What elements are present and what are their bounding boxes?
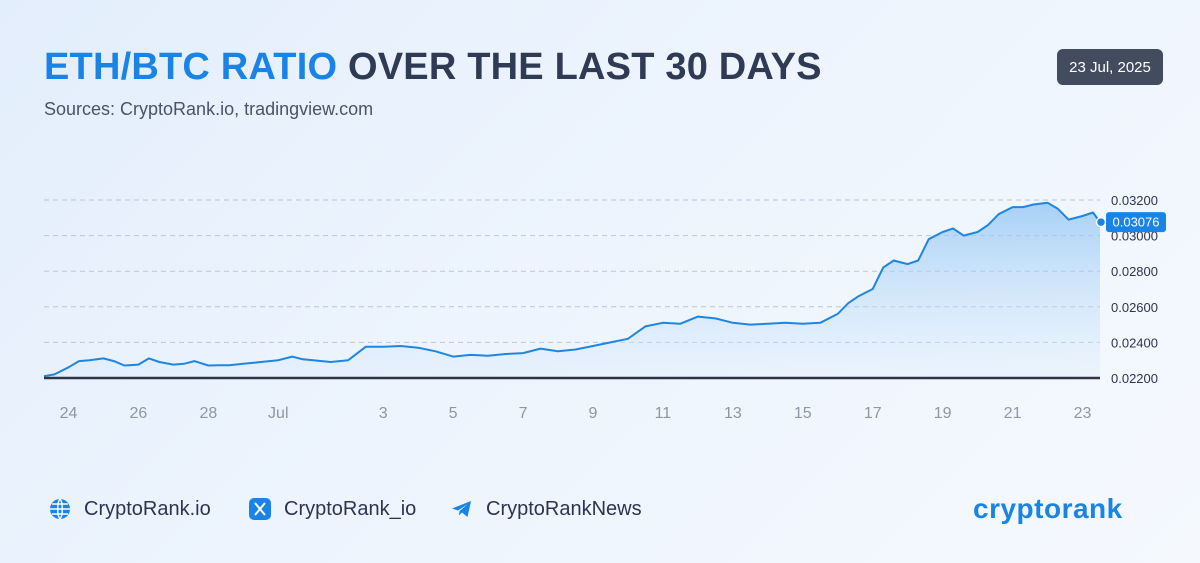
x-tick-label: 13 <box>724 405 742 422</box>
footer-website-label: CryptoRank.io <box>84 497 211 520</box>
x-tick-label: 17 <box>864 405 882 422</box>
y-tick-label: 0.03200 <box>1111 193 1158 208</box>
y-tick-label: 0.02200 <box>1111 371 1158 386</box>
date-badge: 23 Jul, 2025 <box>1057 49 1163 85</box>
chart-grid <box>44 199 1100 343</box>
footer-telegram-label: CryptoRankNews <box>486 497 642 520</box>
x-tick-label: 15 <box>794 405 812 422</box>
y-tick-label: 0.02400 <box>1111 335 1158 350</box>
x-tick-label: 5 <box>449 405 458 422</box>
series-area <box>44 202 1100 378</box>
x-tick-label: 3 <box>379 405 388 422</box>
current-value-badge <box>1106 212 1166 233</box>
footer-x[interactable]: CryptoRank_io <box>248 497 416 521</box>
footer-x-label: CryptoRank_io <box>284 497 417 520</box>
x-tick-label: 24 <box>60 405 78 422</box>
current-value-label: 0.03076 <box>1113 215 1160 230</box>
current-value-marker: 0.03076 <box>1095 212 1166 233</box>
eth-btc-chart: 0.02200 0.02400 0.02600 0.02800 0.03000 0.032… <box>43 193 1166 422</box>
x-tick-label: 26 <box>130 405 148 422</box>
x-tick-label: 11 <box>655 405 672 422</box>
y-tick-label: 0.02800 <box>1111 264 1158 279</box>
series-line <box>43 201 1101 378</box>
x-tick-label: 19 <box>934 405 952 422</box>
telegram-icon <box>450 497 474 521</box>
y-axis-ticks: 0.02200 0.02400 0.02600 0.02800 0.03000 0.032… <box>1111 193 1158 386</box>
x-axis-ticks: 24 26 28 Jul 3 5 7 9 11 13 15 17 19 21 23 <box>60 405 1092 422</box>
footer-website[interactable]: CryptoRank.io <box>48 497 211 521</box>
cryptorank-logo: cryptorank <box>973 493 1123 524</box>
y-tick-label: 0.03000 <box>1111 229 1158 244</box>
chart-subtitle: Sources: CryptoRank.io, tradingview.com <box>44 99 374 119</box>
globe-icon <box>48 497 72 521</box>
footer-telegram[interactable]: CryptoRankNews <box>450 497 642 521</box>
chart-title-accent: ETH/BTC RATIO <box>44 46 338 88</box>
x-tick-label: 9 <box>589 405 598 422</box>
x-tick-label: 23 <box>1074 405 1092 422</box>
x-tick-label: Jul <box>268 405 288 422</box>
current-value-dot <box>1095 216 1107 228</box>
x-tick-label: 7 <box>519 405 528 422</box>
chart-title-rest: OVER THE LAST 30 DAYS <box>347 46 822 88</box>
x-tick-label: 21 <box>1004 405 1022 422</box>
x-tick-label: 28 <box>199 405 217 422</box>
y-tick-label: 0.02600 <box>1111 300 1158 315</box>
x-icon <box>248 497 272 521</box>
chart-title: ETH/BTC RATIO OVER THE LAST 30 DAYS <box>44 46 822 89</box>
